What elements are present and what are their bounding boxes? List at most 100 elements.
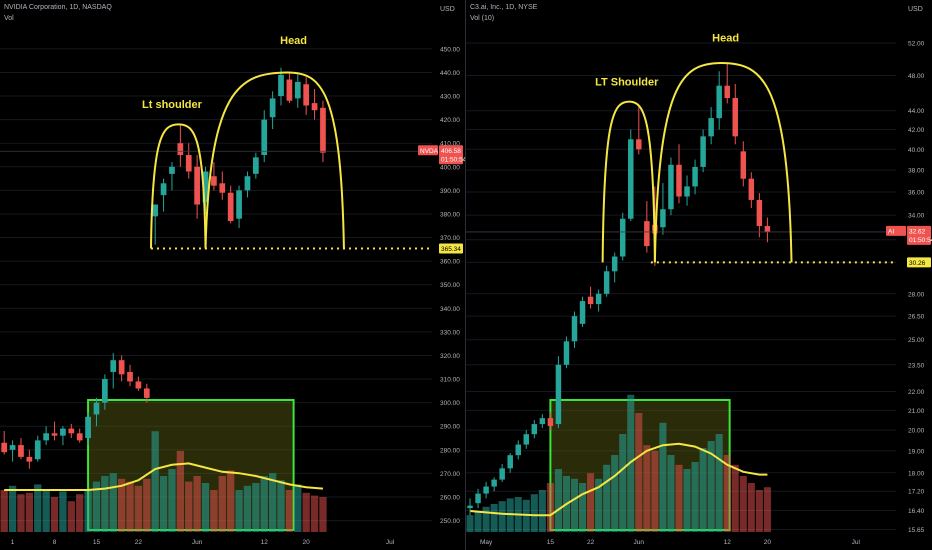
ai-x-tick-label: 22	[587, 539, 595, 546]
ai-volume-bar	[755, 490, 763, 532]
nvda-candle-body	[244, 176, 251, 191]
nvda-volume-bar	[268, 473, 277, 532]
ai-x-tick-label: Jun	[634, 539, 645, 546]
ai-candle-body	[764, 226, 771, 233]
nvda-candle-body	[311, 103, 318, 111]
nvda-candle-body	[278, 74, 284, 97]
nvda-volume-bar	[227, 470, 235, 532]
ai-y-tick-label: 42.00	[908, 127, 925, 134]
nvda-currency-label: USD	[440, 6, 455, 13]
ai-y-tick-label: 17.20	[908, 489, 925, 496]
nvda-volume-bar	[109, 473, 117, 532]
nvda-candle-body	[34, 440, 41, 460]
nvda-candle-body	[152, 204, 159, 217]
ai-price-badge-text: 32.62	[909, 228, 926, 235]
ai-volume-bar	[659, 422, 667, 532]
nvda-volume-bar	[34, 484, 42, 532]
nvda-candle-body	[143, 388, 150, 398]
nvda-y-tick-label: 450.00	[440, 46, 460, 53]
nvda-volume-bar	[252, 483, 260, 532]
ai-volume-bar	[474, 511, 482, 532]
ai-volume-bar	[530, 494, 538, 532]
ai-volume-bar	[595, 478, 603, 532]
ai-left-shoulder-arc	[601, 100, 656, 263]
ai-candle-body	[483, 486, 489, 494]
nvda-volume-bar	[50, 497, 59, 532]
ai-candle-body	[507, 455, 513, 469]
nvda-candle-body	[68, 428, 75, 434]
nvda-volume-bar	[201, 483, 210, 532]
ai-candle-body	[563, 341, 570, 365]
ai-volume-bar	[651, 450, 659, 532]
ai-volume-bar	[538, 490, 546, 532]
ai-candle-body	[579, 301, 586, 324]
ai-candle-body	[692, 166, 698, 187]
nvda-candle-body	[227, 192, 234, 222]
nvda-chart-pane[interactable]: Lt shoulder Head 450.00 440.00 430.00 420.00 4…	[0, 0, 466, 550]
ai-volume-bar	[691, 462, 699, 532]
ai-volume-bar	[643, 445, 651, 532]
ai-currency-label: USD	[908, 6, 923, 13]
ai-volume-bar	[498, 501, 506, 532]
nvda-candle-body	[118, 360, 125, 375]
nvda-volume-bar	[302, 492, 310, 532]
ai-volume-bar	[731, 464, 739, 532]
nvda-y-tick-label: 270.00	[440, 471, 460, 478]
nvda-volume-bar	[235, 490, 243, 532]
nvda-candle-body	[127, 371, 133, 382]
ai-symbol-badge-text: AI	[888, 228, 894, 235]
nvda-volume-bar	[319, 497, 327, 532]
nvda-chart-title: NVIDIA Corporation, 1D, NASDAQ	[4, 4, 112, 11]
nvda-y-tick-label: 440.00	[440, 70, 460, 77]
nvda-countdown-text: 01:50:54	[441, 156, 465, 163]
nvda-y-tick-label: 430.00	[440, 94, 460, 101]
nvda-candle-body	[26, 456, 33, 462]
nvda-volume-bar	[117, 478, 126, 532]
nvda-head-arc	[204, 71, 345, 249]
nvda-volume-bar	[159, 476, 168, 532]
nvda-volume-bar	[25, 492, 34, 532]
nvda-symbol-badge	[418, 145, 438, 156]
ai-candle-body	[547, 418, 554, 427]
nvda-symbol-badge-text: NVDA	[420, 148, 439, 155]
ai-chart-pane[interactable]: LT Shoulder Head 52.00 48.00 44.00 42.00 40.00…	[466, 0, 932, 550]
nvda-y-tick-label: 340.00	[440, 306, 460, 313]
ai-y-tick-label: 19.00	[908, 448, 925, 455]
ai-volume-bar	[482, 506, 490, 532]
nvda-volume-bar	[210, 490, 218, 532]
nvda-candle-body	[286, 79, 293, 101]
ai-volume-bar	[579, 483, 587, 532]
ai-candle-body	[595, 293, 602, 305]
ai-volume-bar	[546, 483, 554, 532]
nvda-volume-label: Vol	[4, 15, 14, 22]
ai-candle-body	[628, 139, 634, 219]
nvda-candle-body	[294, 81, 301, 99]
ai-volume-label: Vol (10)	[470, 15, 495, 22]
nvda-candle-body	[60, 428, 66, 436]
ai-candle-body	[619, 218, 626, 257]
nvda-volume-ma-line	[4, 462, 324, 491]
nvda-candle-body	[93, 402, 100, 415]
nvda-volume-bar	[84, 490, 92, 532]
ai-volume-bar	[587, 473, 595, 532]
nvda-chart-canvas[interactable]: Lt shoulder Head 450.00 440.00 430.00 420.00 4…	[0, 0, 465, 550]
nvda-y-tick-label: 280.00	[440, 447, 460, 454]
ai-y-tick-label: 18.00	[908, 470, 925, 477]
nvda-candle-body	[43, 433, 49, 441]
ai-volume-bar	[667, 455, 675, 532]
nvda-x-tick-label: Jul	[386, 539, 395, 546]
nvda-candle-body	[9, 445, 16, 450]
ai-volume-bar	[522, 499, 530, 532]
nvda-volume-bar	[0, 490, 8, 532]
ai-volume-bar	[611, 455, 619, 532]
nvda-candle-body	[102, 379, 108, 403]
nvda-y-tick-label: 370.00	[440, 235, 460, 242]
ai-y-tick-label: 22.00	[908, 389, 925, 396]
ai-candle-body	[515, 444, 521, 456]
nvda-candle-body	[85, 416, 91, 439]
ai-head-arc	[653, 61, 793, 263]
ai-x-tick-label: May	[480, 539, 493, 546]
nvda-price-badge-text: 406.58	[441, 148, 461, 155]
ai-chart-canvas[interactable]: LT Shoulder Head 52.00 48.00 44.00 42.00 40.00…	[466, 0, 932, 550]
ai-x-tick-label: 20	[764, 539, 772, 546]
